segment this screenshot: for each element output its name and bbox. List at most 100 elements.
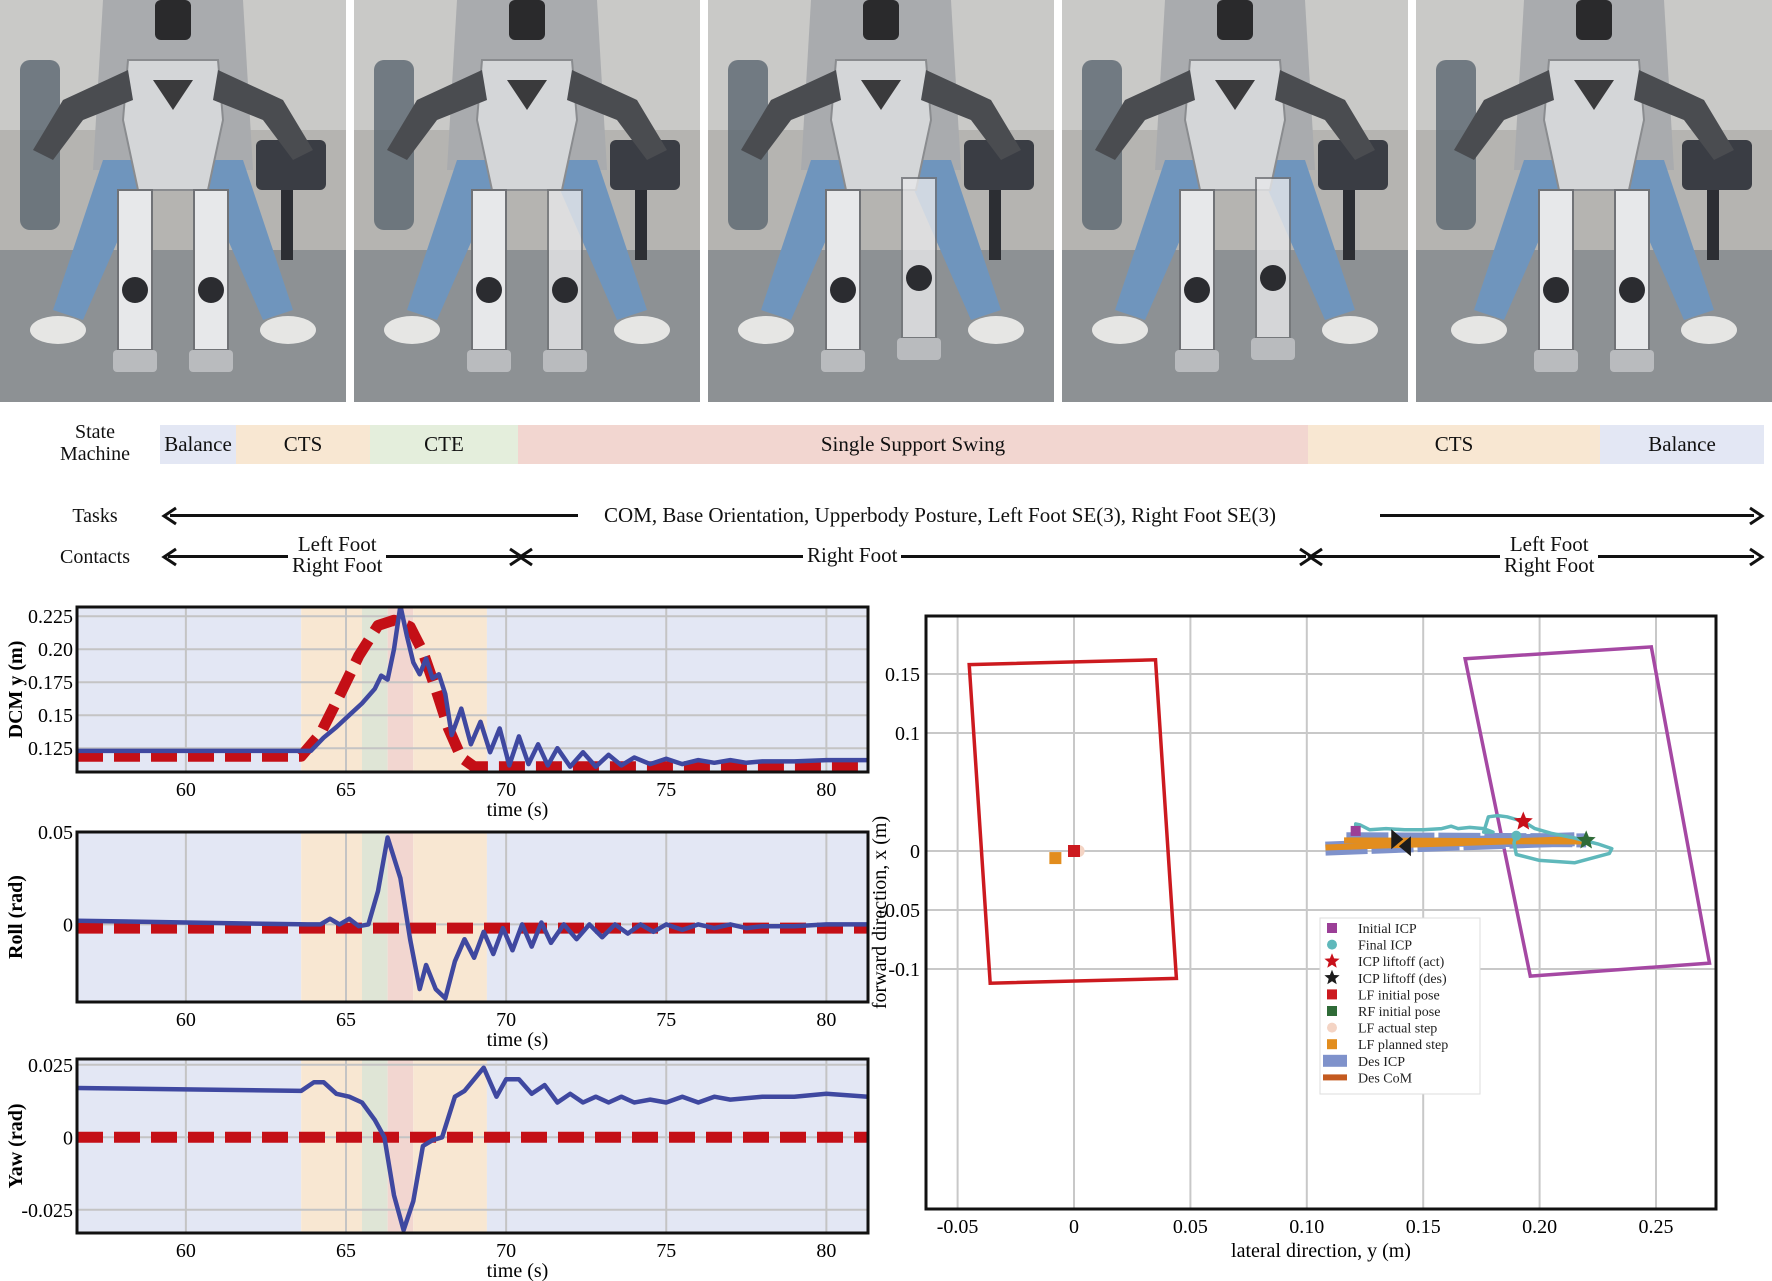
svg-text:75: 75	[656, 1009, 676, 1031]
contacts-arrow-2-line	[520, 555, 1306, 558]
tasks-arrow-right-line	[1380, 514, 1754, 517]
chart-svg: 60 65 70 75 80 0.125 0.15 0.175 0.20 0.225 time (s…	[5, 605, 870, 821]
contacts-label: Contacts	[60, 546, 130, 568]
initial-icp-marker	[1350, 825, 1361, 836]
svg-text:80: 80	[816, 779, 836, 801]
state-machine-label-line2: Machine	[60, 443, 130, 465]
legend-item-label: LF initial pose	[1358, 988, 1440, 1003]
svg-text:-0.05: -0.05	[878, 900, 920, 922]
svg-text:DCM y (m): DCM y (m)	[5, 641, 27, 739]
state-segment-balance: Balance	[160, 425, 236, 464]
actual-line	[77, 607, 868, 769]
svg-text:0.25: 0.25	[1639, 1216, 1674, 1238]
arrow-left-icon	[161, 506, 177, 526]
svg-text:-0.025: -0.025	[21, 1200, 73, 1222]
contact-right-foot: Right Foot	[1504, 553, 1595, 577]
contacts-seg3-text: Left Foot Right Foot	[1500, 532, 1599, 577]
state-machine-label: State Machine	[40, 421, 150, 465]
svg-text:70: 70	[496, 1240, 516, 1262]
icp-liftoff-des-marker	[1398, 836, 1411, 857]
state-segment-single-support-swing: Single Support Swing	[518, 425, 1308, 464]
legend-item-label: ICP liftoff (act)	[1358, 955, 1445, 970]
roll-chart: 60 65 70 75 80 0 0.05 time (s) Roll (rad)	[0, 815, 880, 1051]
robot-photo-image	[0, 0, 346, 402]
phase-band-balance	[486, 832, 868, 1002]
rf-initial-pose-marker	[1576, 830, 1596, 849]
desired-line	[77, 614, 868, 772]
legend-item-label: LF actual step	[1358, 1022, 1437, 1037]
legend-item-label: Initial ICP	[1358, 922, 1417, 937]
robot-photo-image	[1416, 0, 1772, 402]
contact-right-foot: Right Foot	[292, 553, 383, 577]
chart-svg: 60 65 70 75 80 0 0.05 time (s) Roll (rad)	[5, 822, 870, 1051]
legend-item-label: LF planned step	[1358, 1038, 1448, 1053]
svg-text:60: 60	[176, 1009, 196, 1031]
svg-text:75: 75	[656, 779, 676, 801]
arrow-left-icon	[517, 547, 533, 567]
svg-text:0.20: 0.20	[38, 639, 73, 661]
svg-text:65: 65	[336, 779, 356, 801]
contacts-seg1-text: Left Foot Right Foot	[288, 532, 387, 577]
svg-text:0: 0	[910, 841, 920, 863]
icp-liftoff-des-marker	[1391, 829, 1404, 850]
icp-trajectory-line	[1353, 813, 1614, 865]
actual-line	[77, 835, 868, 1001]
svg-text:0.20: 0.20	[1522, 1216, 1557, 1238]
phase-band-single-support-swing	[387, 1059, 414, 1233]
svg-text:forward direction, x (m): forward direction, x (m)	[869, 816, 891, 1009]
svg-text:0.1: 0.1	[895, 723, 920, 745]
svg-text:80: 80	[816, 1240, 836, 1262]
phase-band-balance	[486, 1059, 868, 1233]
svg-text:65: 65	[336, 1240, 356, 1262]
svg-text:0.10: 0.10	[1289, 1216, 1324, 1238]
svg-text:0.15: 0.15	[38, 705, 73, 727]
svg-text:70: 70	[496, 1009, 516, 1031]
svg-text:time (s): time (s)	[487, 799, 549, 821]
arrow-right-icon	[1749, 547, 1765, 567]
tasks-arrow-left-line	[170, 514, 578, 517]
icp-liftoff-act-marker	[1513, 811, 1533, 830]
icp-footprint-plot: Initial ICP Final ICP ICP liftoff (act) ICP…	[860, 600, 1772, 1281]
svg-text:75: 75	[656, 1240, 676, 1262]
tasks-text: COM, Base Orientation, Upperbody Posture…	[600, 505, 1280, 526]
photo-frame-1	[0, 0, 346, 402]
robot-photo-image	[708, 0, 1054, 402]
contact-left-foot: Left Foot	[297, 532, 377, 556]
right-foot-polygon	[1462, 645, 1712, 978]
state-machine-label-line1: State	[75, 421, 115, 443]
svg-text:0: 0	[1069, 1216, 1079, 1238]
phase-band-balance	[77, 832, 302, 1002]
chart-svg: 60 65 70 75 80 -0.025 0 0.025 time (s) Yaw (rad)	[5, 1055, 870, 1281]
phase-band-cts	[301, 832, 363, 1002]
photo-frame-5	[1416, 0, 1772, 402]
photo-frame-2	[354, 0, 700, 402]
actual-line	[77, 1065, 868, 1233]
svg-text:Yaw (rad): Yaw (rad)	[5, 1104, 27, 1189]
svg-text:lateral direction, y (m): lateral direction, y (m)	[1231, 1240, 1411, 1262]
svg-text:time (s): time (s)	[487, 1260, 549, 1281]
svg-text:60: 60	[176, 779, 196, 801]
svg-text:0.125: 0.125	[28, 738, 73, 760]
lf-initial-pose-marker	[1068, 845, 1080, 857]
svg-text:0.175: 0.175	[28, 672, 73, 694]
robot-photo-image	[354, 0, 700, 402]
phase-band-balance	[77, 607, 302, 772]
phase-band-balance	[486, 607, 868, 772]
lf-planned-step-marker	[1049, 852, 1062, 865]
dcm-y-chart: 60 65 70 75 80 0.125 0.15 0.175 0.20 0.225 time (s…	[0, 590, 880, 830]
svg-text:70: 70	[496, 779, 516, 801]
svg-text:0.025: 0.025	[28, 1055, 73, 1077]
legend-item-label: ICP liftoff (des)	[1358, 972, 1447, 987]
arrow-left-icon	[1307, 547, 1323, 567]
state-segment-balance: Balance	[1600, 425, 1764, 464]
state-segment-cts: CTS	[236, 425, 370, 464]
svg-text:0.05: 0.05	[38, 822, 73, 844]
svg-text:0.15: 0.15	[1406, 1216, 1441, 1238]
contact-left-foot: Left Foot	[1509, 532, 1589, 556]
phase-band-cte	[362, 1059, 388, 1233]
svg-text:Roll (rad): Roll (rad)	[5, 875, 27, 959]
svg-text:0.225: 0.225	[28, 606, 73, 628]
phase-band-single-support-swing	[387, 832, 414, 1002]
photo-frame-4	[1062, 0, 1408, 402]
